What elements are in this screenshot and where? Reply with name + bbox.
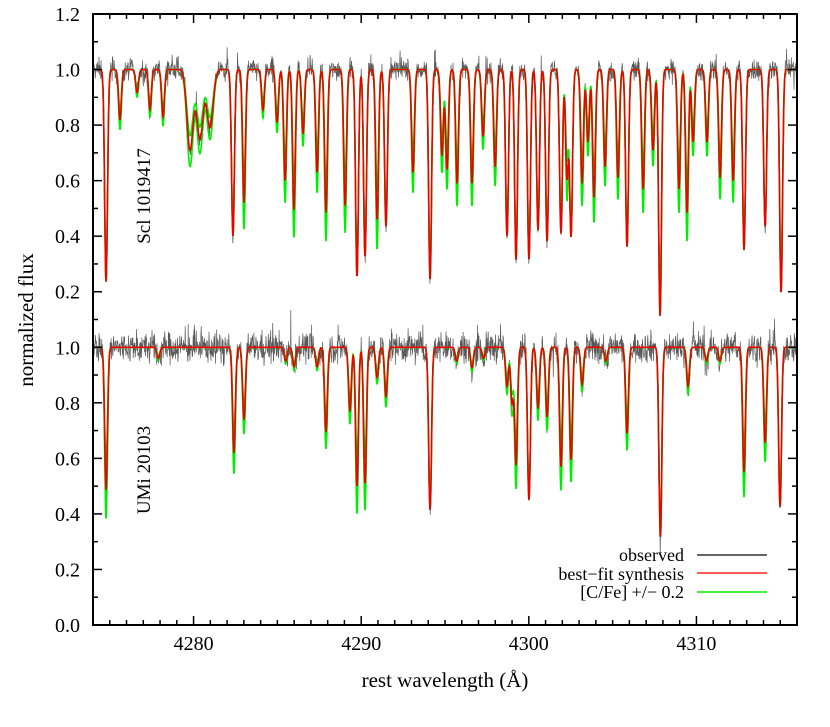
best-fit-spectrum-scl (93, 68, 797, 316)
y-tick-label: 0.2 (55, 559, 80, 581)
cfe-minus-spectrum-umi (93, 346, 797, 537)
y-tick-labels: 0.0 0.2 0.4 0.6 0.8 1.0 0.2 0.4 0.6 0.8 1.0 1.2 (55, 4, 80, 637)
y-tick-label: 0.0 (55, 615, 80, 637)
y-tick-label: 1.0 (55, 60, 80, 82)
y-tick-label: 0.4 (55, 504, 80, 526)
panel-label-umi: UMi 20103 (134, 426, 155, 514)
legend-label-best-fit: best−fit synthesis (558, 564, 684, 584)
series-layer (93, 47, 797, 556)
y-tick-label: 0.6 (55, 448, 80, 470)
y-tick-label: 0.4 (55, 226, 80, 248)
y-tick-label: 0.6 (55, 171, 80, 193)
cfe-plus-spectrum-umi (93, 346, 797, 537)
x-tick-label: 4290 (341, 633, 381, 655)
y-tick-label: 0.8 (55, 393, 80, 415)
legend-label-observed: observed (619, 545, 684, 565)
x-tick-label: 4300 (509, 633, 549, 655)
ticks-layer (92, 13, 798, 626)
legend-label-cfe: [C/Fe] +/− 0.2 (580, 582, 684, 602)
legend: observed best−fit synthesis [C/Fe] +/− 0… (558, 545, 767, 602)
cfe-plus-spectrum-scl (93, 68, 797, 316)
y-tick-label: 0.8 (55, 115, 80, 137)
y-tick-label: 0.2 (55, 282, 80, 304)
x-tick-label: 4280 (174, 633, 214, 655)
y-tick-label: 1.2 (55, 4, 80, 26)
x-axis-title: rest wavelength (Å) (362, 668, 529, 692)
x-tick-label: 4310 (676, 633, 716, 655)
observed-spectrum-scl (93, 47, 797, 315)
y-tick-label: 1.0 (55, 337, 80, 359)
best-fit-spectrum-umi (93, 346, 797, 537)
panel-label-scl: Scl 1019417 (134, 148, 155, 244)
x-tick-labels: 4280 4290 4300 4310 (174, 633, 717, 655)
y-axis-title: normalized flux (14, 253, 38, 387)
